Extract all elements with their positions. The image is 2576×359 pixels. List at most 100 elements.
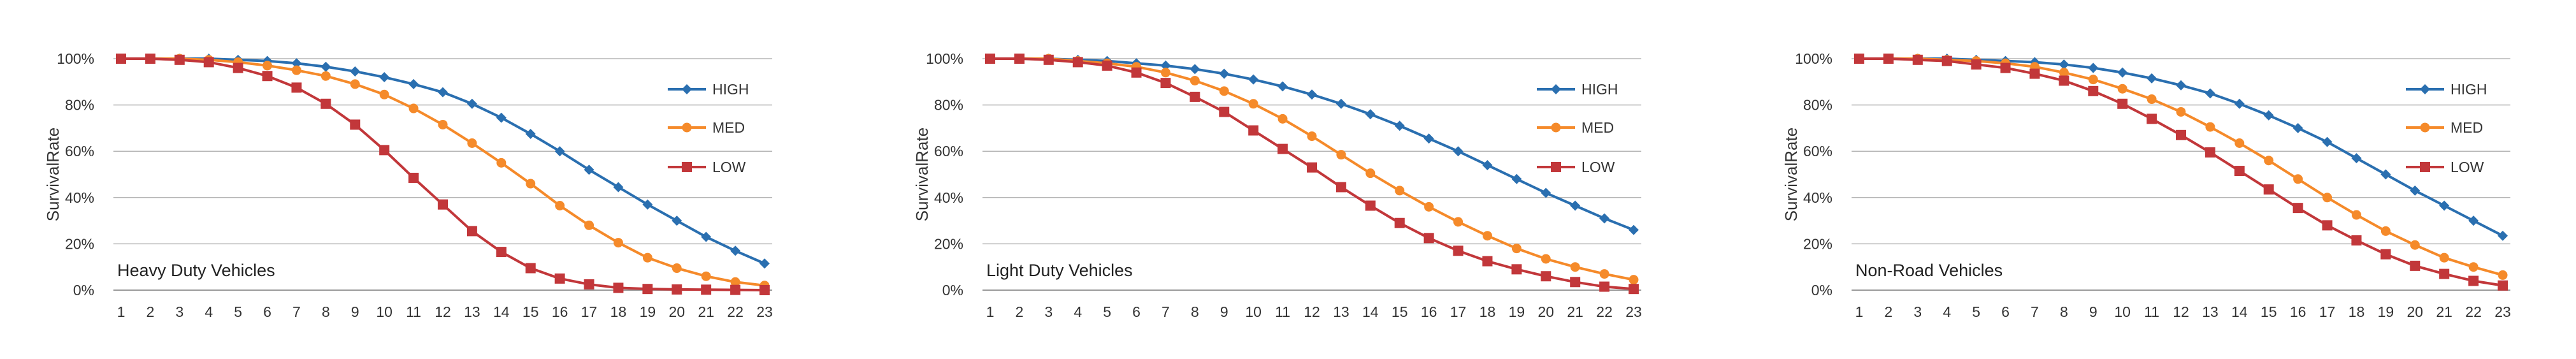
x-tick-label: 16: [552, 304, 568, 320]
data-point-high: [1482, 159, 1493, 170]
data-point-high: [1219, 68, 1230, 79]
data-point-high: [1629, 224, 1639, 235]
data-point-high: [2147, 73, 2157, 84]
x-tick-label: 9: [2089, 304, 2097, 320]
y-tick-label: 20%: [65, 235, 94, 252]
data-point-low: [1854, 54, 1864, 64]
x-tick-label: 21: [2436, 304, 2452, 320]
x-tick-label: 6: [263, 304, 271, 320]
data-point-low: [1335, 182, 1346, 193]
data-point-low: [2410, 260, 2421, 271]
data-point-high: [1335, 98, 1346, 109]
x-tick-label: 12: [435, 304, 451, 320]
data-point-low: [1102, 60, 1112, 71]
data-point-high: [1423, 133, 1434, 144]
data-point-med: [2410, 240, 2420, 250]
data-point-med: [1599, 269, 1609, 279]
data-point-med: [2468, 262, 2479, 272]
non-road-chart-svg: 0%20%40%60%80%100%1 2 3 4 5 6 7 8 9 10 11 12 13 14 15 1…: [1781, 50, 2511, 320]
x-tick-label: 5: [1103, 304, 1111, 320]
y-tick-label: 20%: [1803, 235, 1832, 252]
data-point-low: [2000, 62, 2011, 73]
y-axis-label: SurvivalRate: [912, 128, 932, 221]
data-point-low: [1160, 78, 1171, 89]
data-point-med: [584, 220, 594, 230]
chart-non-road: 0% 20% 40% 60% 80% 100% 1 2 3 4 5 6 7 8 9 10 11 12 13 14 15 1…: [1738, 0, 2576, 359]
data-point-med: [1395, 186, 1405, 196]
data-point-med: [2439, 253, 2449, 263]
y-tick-label: 0%: [1811, 282, 1832, 298]
y-axis-label: SurvivalRate: [43, 128, 62, 221]
x-tick-label: 15: [2261, 304, 2277, 320]
data-point-high: [2292, 122, 2303, 133]
data-point-med: [1570, 262, 1580, 272]
data-point-med: [730, 277, 740, 287]
y-tick-label: 40%: [934, 189, 963, 206]
data-point-med: [1424, 201, 1434, 212]
data-point-med: [701, 271, 711, 281]
y-tick-label: 100%: [1795, 50, 1832, 67]
data-point-low: [701, 284, 712, 295]
y-tick-label: 0%: [73, 282, 94, 298]
data-point-med: [1541, 254, 1551, 264]
data-point-med: [2059, 68, 2069, 78]
data-point-high: [730, 245, 741, 256]
data-point-high: [1365, 109, 1376, 120]
data-point-low: [438, 199, 448, 210]
x-tick-label: 1: [1855, 304, 1864, 320]
legend-marker-high: [2420, 84, 2430, 94]
data-point-low: [145, 54, 155, 64]
data-point-high: [759, 258, 770, 269]
x-tick-label: 3: [1044, 304, 1053, 320]
data-point-low: [613, 282, 624, 293]
x-tick-label: 22: [1596, 304, 1613, 320]
data-point-med: [291, 65, 301, 75]
x-tick-label: 7: [1162, 304, 1170, 320]
x-tick-label: 16: [1421, 304, 1437, 320]
data-point-med: [2205, 122, 2215, 132]
x-tick-label: 18: [1479, 304, 1496, 320]
data-point-low: [1423, 233, 1434, 244]
data-point-low: [1277, 143, 1288, 154]
data-point-low: [1365, 200, 1376, 211]
data-point-low: [408, 172, 419, 183]
data-point-med: [350, 79, 360, 89]
data-point-high: [2380, 169, 2391, 180]
x-tick-label: 14: [493, 304, 510, 320]
data-point-high: [525, 128, 536, 139]
x-tick-label: 7: [292, 304, 301, 320]
data-point-low: [2263, 184, 2274, 195]
x-tick-label: 11: [406, 304, 421, 320]
legend-label-low: LOW: [1581, 159, 1615, 175]
data-point-med: [467, 138, 477, 148]
y-tick-label: 40%: [1803, 189, 1832, 206]
data-point-med: [555, 201, 565, 211]
data-point-high: [1190, 64, 1200, 75]
x-tick-label: 5: [234, 304, 242, 320]
data-point-low: [1482, 256, 1493, 267]
data-point-med: [438, 119, 448, 129]
data-point-high: [1453, 146, 1464, 157]
data-point-med: [1511, 244, 1522, 254]
data-point-low: [1971, 59, 1982, 70]
y-axis-label: SurvivalRate: [1781, 128, 1801, 221]
data-point-low: [730, 284, 741, 295]
data-point-low: [2088, 85, 2099, 96]
data-point-high: [2351, 153, 2362, 164]
data-point-low: [2351, 235, 2362, 245]
x-tick-label: 20: [668, 304, 685, 320]
data-point-high: [1160, 60, 1171, 71]
x-tick-label: 21: [1567, 304, 1583, 320]
x-tick-label: 9: [351, 304, 359, 320]
data-point-high: [1511, 173, 1522, 184]
chart-light-duty: 0% 20% 40% 60% 80% 100% 1 2 3 4 5 6 7 8 9 10 11 12 13 14 15 1…: [869, 0, 1727, 359]
data-point-med: [2322, 193, 2333, 203]
data-point-low: [2117, 98, 2128, 109]
data-point-med: [2147, 94, 2157, 105]
data-point-high: [408, 78, 419, 89]
data-point-med: [1336, 150, 1346, 160]
data-point-low: [985, 54, 995, 64]
data-point-med: [1453, 217, 1464, 227]
chart-title: Non-Road Vehicles: [1855, 261, 2003, 280]
legend-label-med: MED: [1581, 119, 1614, 136]
